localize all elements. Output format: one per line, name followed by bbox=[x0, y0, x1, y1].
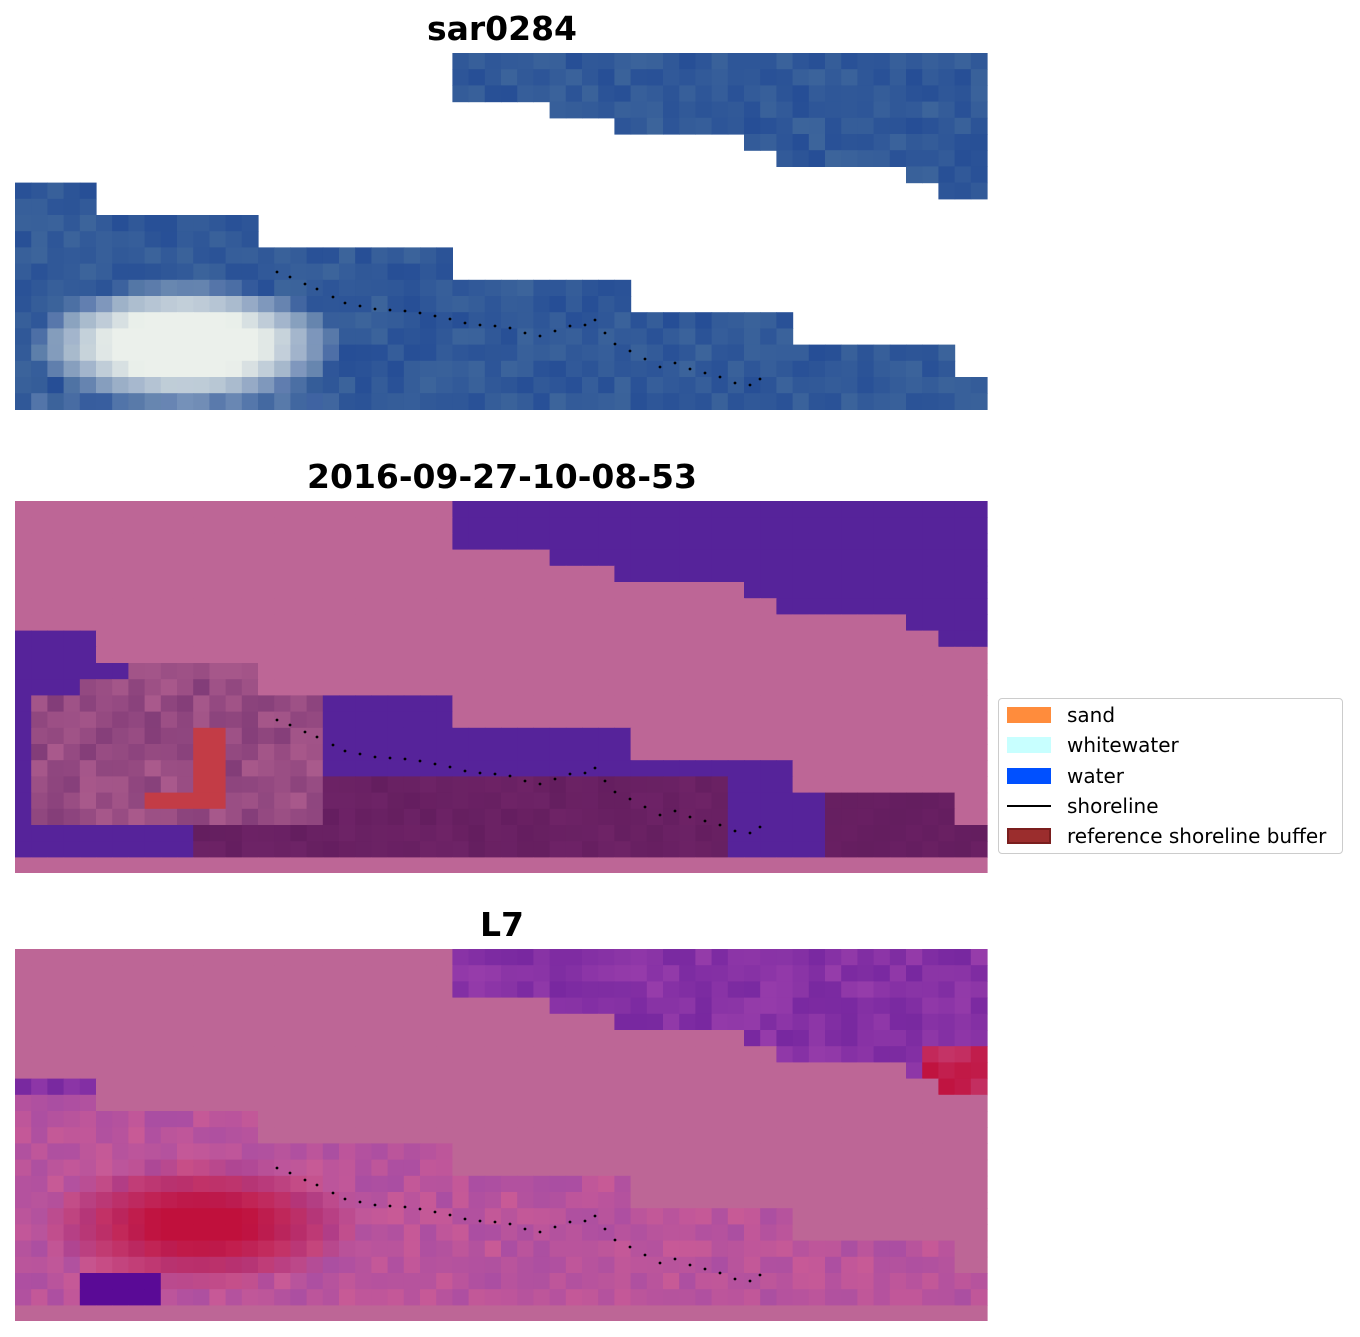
whitewater-swatch bbox=[1007, 737, 1051, 753]
legend-item-sand: sand bbox=[1007, 703, 1116, 727]
panel-title-index: L7 bbox=[480, 905, 524, 944]
sand-swatch bbox=[1007, 707, 1051, 723]
legend-label-whitewater: whitewater bbox=[1067, 733, 1179, 757]
water-swatch bbox=[1007, 768, 1051, 784]
shoreline-line-swatch bbox=[1007, 805, 1051, 807]
panel-title-rgb: sar0284 bbox=[426, 9, 578, 48]
legend-label-reference-buffer: reference shoreline buffer bbox=[1067, 824, 1327, 848]
legend-item-water: water bbox=[1007, 764, 1124, 788]
reference-buffer-swatch bbox=[1007, 828, 1051, 844]
rgb-image bbox=[15, 53, 988, 410]
legend-item-shoreline: shoreline bbox=[1007, 794, 1159, 818]
classified-image-panel bbox=[15, 501, 989, 873]
classified-image bbox=[15, 501, 988, 873]
panel-title-classified: 2016-09-27-10-08-53 bbox=[307, 457, 697, 496]
legend: sand whitewater water shoreline referenc… bbox=[998, 698, 1343, 854]
index-image bbox=[15, 949, 988, 1321]
legend-item-reference-buffer: reference shoreline buffer bbox=[1007, 824, 1327, 848]
legend-item-whitewater: whitewater bbox=[1007, 733, 1179, 757]
legend-label-water: water bbox=[1067, 764, 1124, 788]
rgb-image-panel bbox=[15, 53, 989, 410]
index-image-panel bbox=[15, 949, 989, 1321]
legend-label-sand: sand bbox=[1067, 703, 1116, 727]
legend-label-shoreline: shoreline bbox=[1067, 794, 1159, 818]
